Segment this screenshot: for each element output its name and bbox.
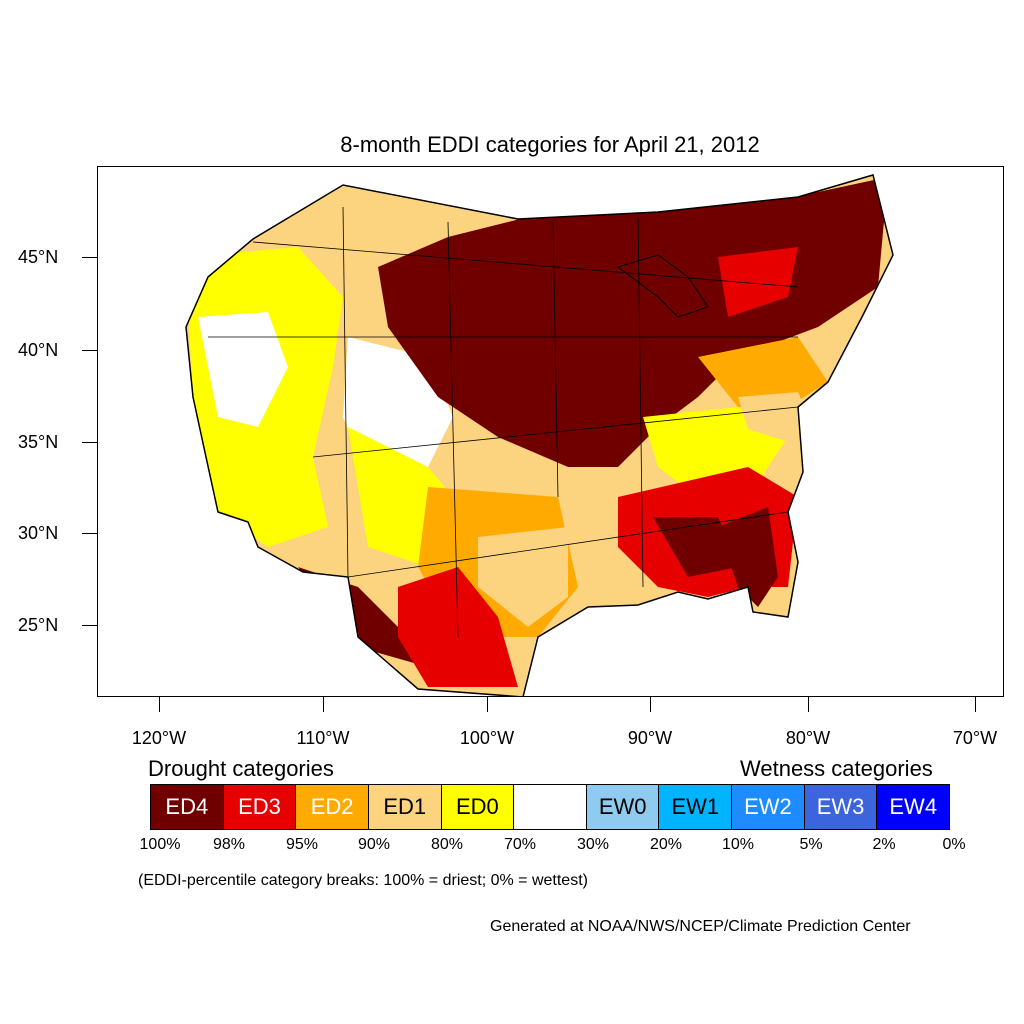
lat-label-45: 45°N xyxy=(18,247,59,267)
legend-cell-ed0: ED0 xyxy=(441,785,515,829)
coastline xyxy=(185,174,894,696)
lon-label-100: 100°W xyxy=(459,728,515,748)
legend-cell-ed2: ED2 xyxy=(296,785,369,829)
category-note: (EDDI-percentile category breaks: 100% =… xyxy=(138,872,588,889)
break-label: 70% xyxy=(503,836,537,853)
legend-cell-ew4: EW4 xyxy=(877,785,950,829)
lon-tick xyxy=(159,697,160,712)
legend-cell-ew2: EW2 xyxy=(732,785,805,829)
lat-label-40: 40°N xyxy=(18,340,59,360)
break-label: 2% xyxy=(872,836,896,853)
lon-label-110: 110°W xyxy=(296,728,350,748)
break-label: 30% xyxy=(576,836,610,853)
lat-label-25: 25°N xyxy=(18,615,59,635)
legend-label: EW4 xyxy=(889,794,938,819)
lon-tick xyxy=(323,697,324,712)
legend-label: ED4 xyxy=(165,794,209,819)
break-label: 0% xyxy=(942,836,966,853)
lat-tick xyxy=(82,350,97,351)
lat-tick xyxy=(82,533,97,534)
drought-categories-title: Drought categories xyxy=(148,756,334,781)
lon-label-80: 80°W xyxy=(785,728,831,748)
map-frame xyxy=(97,166,1004,697)
credit-line: Generated at NOAA/NWS/NCEP/Climate Predi… xyxy=(490,918,911,935)
wetness-categories-title: Wetness categories xyxy=(740,756,933,781)
lat-tick xyxy=(82,257,97,258)
break-label: 10% xyxy=(721,836,755,853)
great-lakes xyxy=(616,254,709,318)
lat-tick xyxy=(82,625,97,626)
legend-label: EW1 xyxy=(671,794,720,819)
lat-tick xyxy=(82,442,97,443)
legend-label: ED2 xyxy=(310,794,354,819)
legend-cell-normal xyxy=(514,785,587,829)
state-borders xyxy=(208,206,799,638)
break-label: 5% xyxy=(799,836,823,853)
map-title: 8-month EDDI categories for April 21, 20… xyxy=(340,132,760,157)
legend-label: EW3 xyxy=(816,794,865,819)
break-label: 20% xyxy=(649,836,683,853)
legend-label: EW0 xyxy=(598,794,647,819)
eddi-field xyxy=(186,175,893,696)
lon-label-90: 90°W xyxy=(627,728,673,748)
legend-label: EW2 xyxy=(744,794,792,819)
break-label: 100% xyxy=(139,836,181,853)
lon-tick xyxy=(975,697,976,712)
legend-label: ED0 xyxy=(455,794,499,819)
lon-label-120: 120°W xyxy=(131,728,187,748)
break-label: 80% xyxy=(430,836,464,853)
legend-cell-ed4: ED4 xyxy=(151,785,224,829)
legend-cell-ed1: ED1 xyxy=(368,785,442,829)
legend-cell-ew1: EW1 xyxy=(659,785,733,829)
lat-label-30: 30°N xyxy=(18,523,59,543)
lon-tick xyxy=(650,697,651,712)
lon-tick xyxy=(487,697,488,712)
us-map xyxy=(185,174,894,696)
break-label: 95% xyxy=(285,836,319,853)
lon-tick xyxy=(808,697,809,712)
legend-cell-ew0: EW0 xyxy=(586,785,660,829)
lat-label-35: 35°N xyxy=(18,432,59,452)
legend-cell-ed3: ED3 xyxy=(223,785,297,829)
legend-label: ED1 xyxy=(383,794,427,819)
legend-cell-ew3: EW3 xyxy=(804,785,878,829)
category-legend: ED4 ED3 ED2 ED1 ED0 EW0 EW1 EW2 EW3 EW4 xyxy=(150,784,950,830)
break-label: 98% xyxy=(212,836,246,853)
lon-label-70: 70°W xyxy=(952,728,998,748)
legend-label: ED3 xyxy=(238,794,281,819)
break-label: 90% xyxy=(357,836,391,853)
